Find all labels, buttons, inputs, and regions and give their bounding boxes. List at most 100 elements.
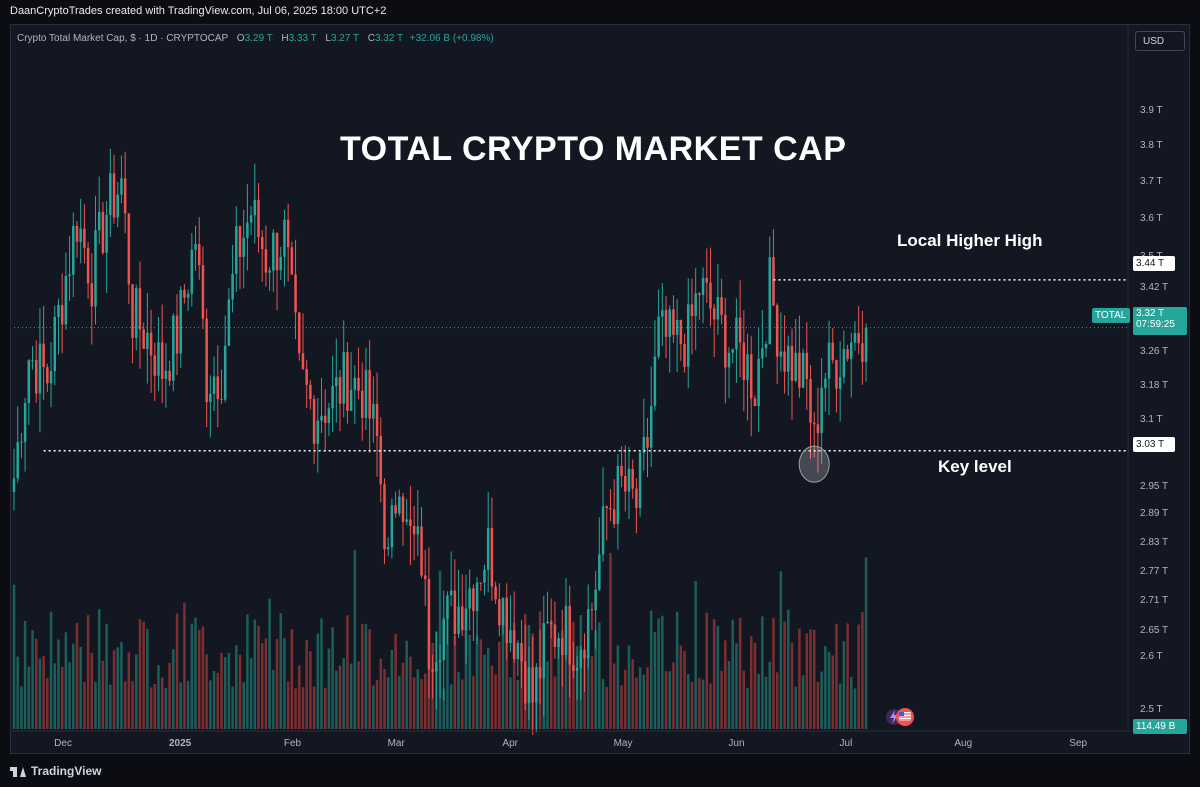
volume-bar [472,676,475,729]
event-icons[interactable] [886,708,914,726]
volume-bar [127,652,131,729]
candle-body [235,226,238,274]
volume-bar [312,686,316,729]
volume-bar [498,641,501,729]
volume-bar [268,598,271,729]
candle-body [38,343,42,394]
volume-bar [720,670,723,729]
countdown-timer: 07:59:25 [1136,319,1175,330]
candle-body [327,408,331,423]
volume-bar [820,671,823,729]
volume-bar [468,634,471,729]
y-tick-label: 3.8 T [1140,139,1163,151]
candle-body [724,314,727,368]
volume-bar [249,658,253,729]
candle-body [790,345,794,381]
volume-bar [86,615,90,729]
y-tick-label: 2.65 T [1140,625,1169,637]
volume-bar [627,645,631,729]
footer-bar [0,756,1200,787]
symbol-legend[interactable]: Crypto Total Market Cap, $ · 1D · CRYPTO… [17,33,494,44]
candle-body [631,468,634,489]
volume-bar [738,617,742,729]
candle-body [549,621,553,625]
volume-bar [490,665,494,729]
candle-body [850,342,853,359]
volume-bar [205,654,208,729]
volume-bar [546,661,549,729]
volume-bar [787,609,790,729]
volume-bar [798,628,801,729]
volume-bar [509,677,512,729]
volume-bar [372,685,375,729]
candle-body [386,547,390,550]
candle-body [64,276,68,325]
tradingview-logo[interactable]: TradingView [10,764,101,778]
candle-body [101,211,105,253]
candle-body [42,343,45,368]
volume-bar [172,649,175,729]
volume-bar [164,687,168,729]
candle-body [94,230,97,307]
x-tick-label: Aug [954,738,973,749]
candle-body [197,244,201,266]
y-tick-label: 3.26 T [1140,346,1169,358]
candle-body [379,436,383,485]
candle-body [538,667,542,679]
candle-body [212,376,216,394]
volume-bar [827,651,831,729]
volume-bar [512,622,516,729]
volume-bar [146,628,149,729]
candle-body [449,590,453,596]
volume-bar [735,643,738,729]
candle-body [672,309,675,335]
candle-body [383,484,386,550]
y-tick-label: 2.71 T [1140,595,1169,607]
candle-body [479,582,483,584]
high-label: H [281,33,289,44]
volume-bar [160,677,164,729]
x-tick-label: Apr [502,738,518,749]
candle-body [109,173,112,215]
candle-body [135,288,138,338]
currency-button[interactable]: USD [1135,31,1185,51]
candle-body [120,178,123,195]
volume-bar [675,611,679,729]
volume-bar [772,618,775,729]
volume-bar [624,669,627,729]
volume-bar [635,677,638,729]
candle-body [483,569,486,583]
candle-body [294,274,297,313]
candle-body [435,662,438,672]
volume-bar [449,684,453,729]
candle-body [712,308,716,320]
candle-body [72,225,75,275]
volume-bars [12,550,868,729]
volume-bar [294,688,297,729]
volume-bar [412,677,416,729]
candle-body [464,608,468,631]
candle-body [420,526,423,576]
high-value: 3.33 T [288,33,317,44]
candle-body [323,415,327,423]
volume-bar [657,618,660,729]
volume-bar [31,630,34,729]
volume-bar [775,672,779,729]
chart-title: TOTAL CRYPTO MARKET CAP [340,130,847,168]
volume-bar [260,643,264,729]
candle-body [312,399,316,444]
candle-body [512,630,516,660]
volume-bar [861,612,864,729]
x-tick-label: Jun [728,738,745,749]
volume-bar [379,658,383,729]
volume-bar [253,619,257,729]
volume-bar [838,683,842,729]
candle-body [668,309,671,337]
candle-body [168,370,171,381]
candle-body [127,213,131,285]
candle-body [764,344,768,349]
candle-body [864,327,868,362]
volume-bar [664,671,668,729]
volume-bar [612,663,616,729]
